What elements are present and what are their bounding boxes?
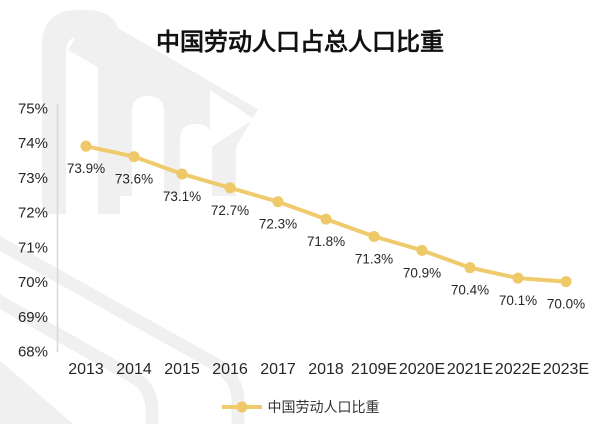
- data-label: 73.1%: [163, 189, 201, 204]
- watermark-shapes: [0, 10, 258, 424]
- chart-point: [512, 272, 524, 284]
- data-label: 70.9%: [403, 265, 441, 280]
- y-tick-label: 70%: [18, 274, 48, 291]
- chart-point: [224, 182, 236, 194]
- data-label: 70.4%: [451, 283, 489, 298]
- chart-point: [368, 230, 380, 242]
- chart-point: [560, 276, 572, 288]
- y-tick-label: 68%: [18, 344, 48, 361]
- x-tick-label: 2016: [212, 361, 248, 378]
- data-label: 70.1%: [499, 293, 537, 308]
- x-tick-label: 2021E: [447, 361, 493, 378]
- y-tick-label: 73%: [18, 170, 48, 187]
- legend-label: 中国劳动人口比重: [267, 399, 380, 415]
- x-tick-label: 2015: [164, 361, 200, 378]
- x-tick-label: 2022E: [495, 361, 541, 378]
- chart-point: [272, 196, 284, 208]
- data-label: 73.9%: [67, 161, 105, 176]
- y-tick-label: 71%: [18, 239, 48, 256]
- y-tick-label: 74%: [18, 135, 48, 152]
- x-tick-label: 2013: [68, 361, 104, 378]
- data-label: 73.6%: [115, 172, 153, 187]
- data-label: 71.3%: [355, 251, 393, 266]
- x-tick-label: 2109E: [351, 361, 397, 378]
- y-tick-label: 72%: [18, 205, 48, 222]
- y-tick-label: 69%: [18, 309, 48, 326]
- x-tick-label: 2014: [116, 361, 152, 378]
- x-tick-label: 2023E: [543, 361, 589, 378]
- chart-point: [176, 168, 188, 180]
- chart-point: [80, 140, 92, 152]
- data-label: 71.8%: [307, 234, 345, 249]
- chart-point: [464, 262, 476, 274]
- x-tick-label: 2020E: [399, 361, 445, 378]
- chart-point: [128, 151, 140, 163]
- x-tick-label: 2017: [260, 361, 296, 378]
- chart-legend: 中国劳动人口比重: [0, 397, 600, 417]
- chart-point: [320, 213, 332, 225]
- data-label: 70.0%: [547, 297, 585, 312]
- data-label: 72.3%: [259, 217, 297, 232]
- x-tick-label: 2018: [308, 361, 344, 378]
- legend-line-marker-icon: [221, 401, 262, 413]
- chart-point: [416, 244, 428, 256]
- data-label: 72.7%: [211, 203, 249, 218]
- y-tick-label: 75%: [18, 101, 48, 118]
- chart-title: 中国劳动人口占总人口比重: [156, 29, 444, 56]
